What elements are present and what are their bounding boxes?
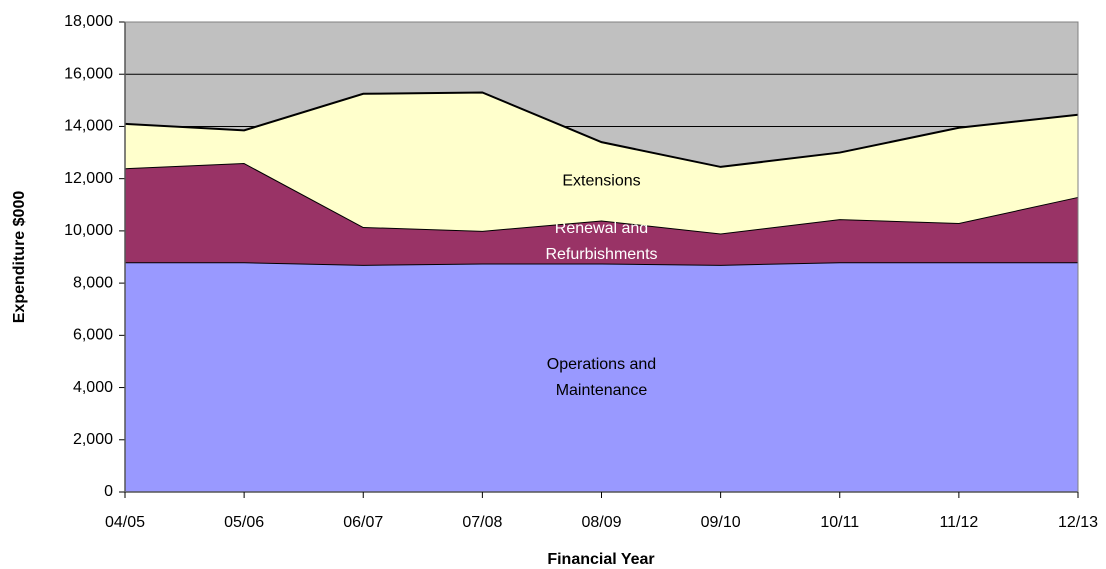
y-axis-title: Expenditure $000 — [11, 191, 28, 324]
y-tick-label: 18,000 — [64, 13, 113, 30]
area-edge — [124, 91, 1079, 168]
y-tick-label: 8,000 — [73, 274, 113, 291]
area-label: Operations and — [547, 356, 656, 373]
y-tick-label: 0 — [104, 483, 113, 500]
area-label: Extensions — [562, 172, 640, 189]
y-tick-label: 12,000 — [64, 170, 113, 187]
area-label: Refurbishments — [545, 246, 657, 263]
area — [125, 262, 1078, 492]
x-tick-label: 07/08 — [462, 514, 502, 531]
y-tick-label: 4,000 — [73, 379, 113, 396]
x-tick-label: 11/12 — [939, 514, 978, 531]
x-tick-label: 12/13 — [1058, 514, 1098, 531]
x-tick-label: 04/05 — [105, 514, 145, 531]
x-tick-label: 08/09 — [581, 514, 621, 531]
x-tick-label: 09/10 — [701, 514, 741, 531]
area-label: Renewal and — [555, 220, 648, 237]
y-tick-label: 2,000 — [73, 431, 113, 448]
x-tick-label: 05/06 — [224, 514, 264, 531]
area — [125, 163, 1078, 265]
x-tick-label: 06/07 — [343, 514, 383, 531]
x-tick-label: 10/11 — [820, 514, 859, 531]
y-tick-label: 6,000 — [73, 327, 113, 344]
y-tick-label: 16,000 — [64, 65, 113, 82]
y-tick-label: 14,000 — [64, 118, 113, 135]
area-label: Maintenance — [556, 382, 648, 399]
y-tick-label: 10,000 — [64, 222, 113, 239]
area — [125, 92, 1078, 234]
x-axis-title: Financial Year — [547, 551, 654, 568]
